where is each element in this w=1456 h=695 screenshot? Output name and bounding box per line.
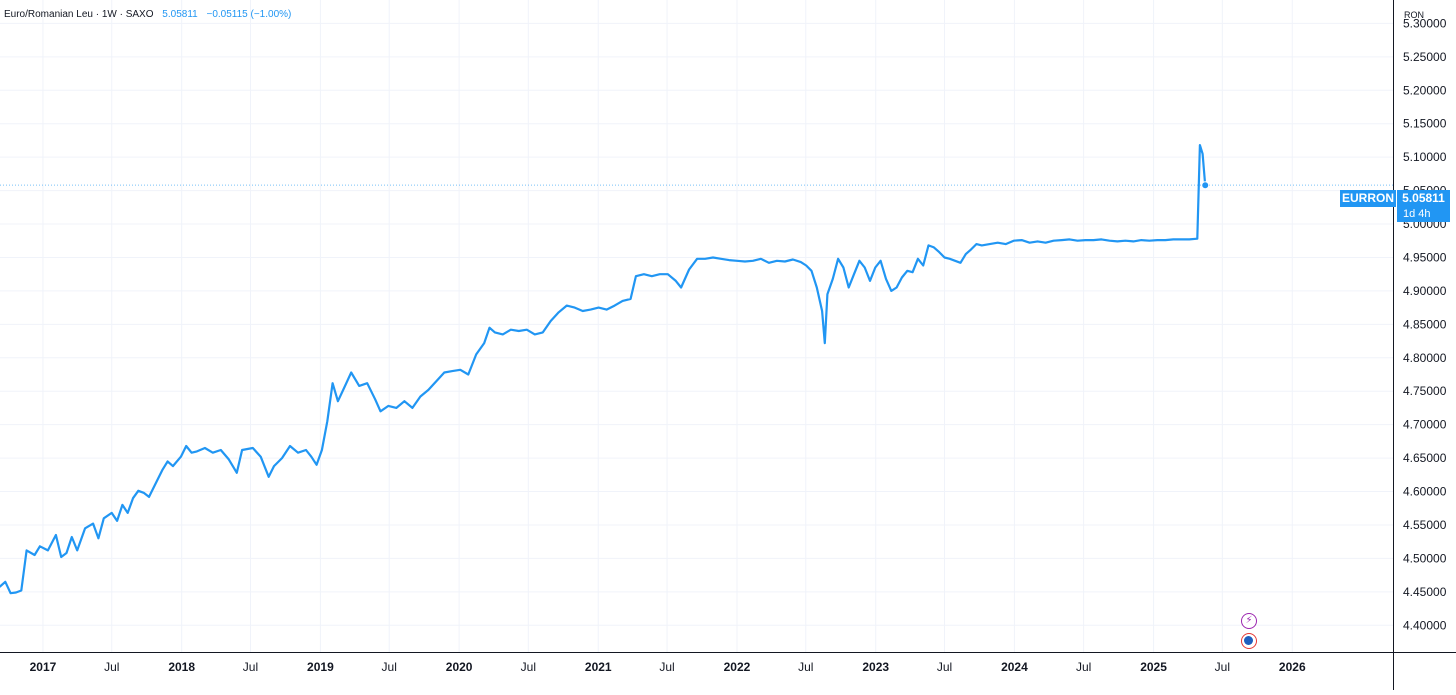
x-tick-label[interactable]: 2021 xyxy=(585,660,612,674)
x-tick-label[interactable]: 2026 xyxy=(1279,660,1306,674)
y-tick-label[interactable]: 4.55000 xyxy=(1403,518,1447,532)
x-tick-label[interactable]: 2023 xyxy=(862,660,889,674)
y-tick-label[interactable]: 5.20000 xyxy=(1403,83,1447,97)
y-tick-label[interactable]: 5.15000 xyxy=(1403,117,1447,131)
symbol-title[interactable]: Euro/Romanian Leu · 1W · SAXO xyxy=(4,9,154,20)
y-tick-label[interactable]: 4.90000 xyxy=(1403,284,1447,298)
x-tick-label[interactable]: Jul xyxy=(659,660,674,674)
y-tick-label[interactable]: 4.70000 xyxy=(1403,418,1447,432)
x-tick-label[interactable]: Jul xyxy=(243,660,258,674)
x-tick-label[interactable]: 2018 xyxy=(168,660,195,674)
bar-countdown: 1d 4h xyxy=(1397,207,1450,222)
price-series xyxy=(0,144,1393,595)
lightning-icon[interactable]: ⚡ xyxy=(1241,613,1257,629)
y-axis-tick-labels[interactable]: 4.40000 4.45000 4.50000 4.55000 4.60000 4.650… xyxy=(1403,16,1447,632)
x-tick-label[interactable]: Jul xyxy=(798,660,813,674)
globe-flag-icon[interactable] xyxy=(1241,633,1257,649)
symbol-legend[interactable]: Euro/Romanian Leu · 1W · SAXO 5.05811 −0… xyxy=(4,9,291,20)
price-tag-value: 5.05811 xyxy=(1397,190,1450,207)
x-tick-label[interactable]: 2020 xyxy=(446,660,473,674)
x-tick-label[interactable]: 2025 xyxy=(1140,660,1167,674)
y-tick-label[interactable]: 4.85000 xyxy=(1403,317,1447,331)
y-tick-label[interactable]: 4.50000 xyxy=(1403,551,1447,565)
currency-unit-button[interactable]: RON xyxy=(1404,10,1424,20)
x-tick-label[interactable]: Jul xyxy=(1076,660,1091,674)
x-tick-label[interactable]: 2022 xyxy=(724,660,751,674)
y-tick-label[interactable]: 4.60000 xyxy=(1403,485,1447,499)
x-tick-label[interactable]: 2017 xyxy=(30,660,57,674)
last-point-marker[interactable] xyxy=(1201,181,1210,190)
y-tick-label[interactable]: 4.40000 xyxy=(1403,618,1447,632)
legend-change: −0.05115 (−1.00%) xyxy=(206,9,292,20)
x-tick-label[interactable]: 2019 xyxy=(307,660,334,674)
legend-price: 5.05811 xyxy=(162,9,198,20)
x-tick-label[interactable]: Jul xyxy=(104,660,119,674)
y-tick-label[interactable]: 5.30000 xyxy=(1403,16,1447,30)
y-tick-label[interactable]: 4.75000 xyxy=(1403,384,1447,398)
x-tick-label[interactable]: Jul xyxy=(521,660,536,674)
y-tick-label[interactable]: 5.25000 xyxy=(1403,50,1447,64)
y-tick-label[interactable]: 4.80000 xyxy=(1403,351,1447,365)
y-tick-label[interactable]: 5.10000 xyxy=(1403,150,1447,164)
series-line[interactable] xyxy=(0,144,1207,595)
y-tick-label[interactable]: 4.95000 xyxy=(1403,250,1447,264)
grid-lines xyxy=(0,0,1393,652)
x-tick-label[interactable]: 2024 xyxy=(1001,660,1028,674)
y-tick-label[interactable]: 4.65000 xyxy=(1403,451,1447,465)
last-price-tag: EURRON 5.05811 1d 4h xyxy=(1340,190,1450,222)
y-tick-label[interactable]: 4.45000 xyxy=(1403,585,1447,599)
x-tick-label[interactable]: Jul xyxy=(1215,660,1230,674)
x-tick-label[interactable]: Jul xyxy=(382,660,397,674)
price-tag-symbol: EURRON xyxy=(1340,190,1396,207)
x-axis-tick-labels[interactable]: 2017 Jul 2018 Jul 2019 Jul 2020 Jul 2021 Jul 2022 J… xyxy=(30,660,1306,674)
x-tick-label[interactable]: Jul xyxy=(937,660,952,674)
